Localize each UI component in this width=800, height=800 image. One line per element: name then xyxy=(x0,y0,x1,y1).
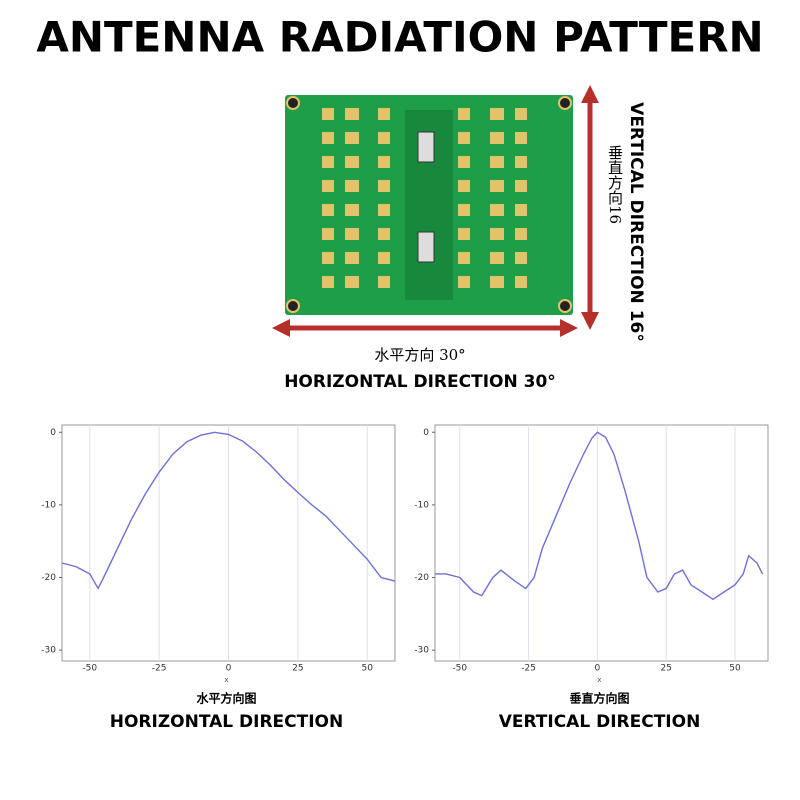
pcb-pad xyxy=(490,276,504,288)
pcb-pad xyxy=(322,252,334,264)
pcb-chip xyxy=(417,131,435,163)
y-tick-label: -10 xyxy=(414,500,429,510)
x-tick-label: -25 xyxy=(152,664,167,674)
pcb-pad xyxy=(515,228,527,240)
pcb-photo xyxy=(285,95,573,315)
pcb-pad xyxy=(322,180,334,192)
pcb-pad xyxy=(322,204,334,216)
pcb-pad xyxy=(345,156,359,168)
x-axis-var: x xyxy=(597,676,601,684)
pcb-pad xyxy=(458,108,470,120)
arrow-head xyxy=(272,319,290,337)
pcb-pad xyxy=(458,180,470,192)
chart-caption: HORIZONTAL DIRECTION xyxy=(110,712,344,732)
photo-label: 垂直方向16 xyxy=(606,145,624,224)
pcb-pad xyxy=(345,204,359,216)
y-tick-label: -30 xyxy=(41,646,56,656)
pcb-pad xyxy=(515,276,527,288)
pcb-pad xyxy=(515,252,527,264)
pcb-pad xyxy=(345,276,359,288)
x-axis-title: 垂直方向图 xyxy=(569,691,629,706)
pcb-pad xyxy=(458,156,470,168)
pcb-pad xyxy=(490,204,504,216)
pcb-hole xyxy=(286,299,300,313)
y-tick-label: 0 xyxy=(50,428,56,438)
pcb-pad xyxy=(490,252,504,264)
pcb-pad xyxy=(458,276,470,288)
y-tick-label: -20 xyxy=(414,573,429,583)
pcb-pad xyxy=(322,228,334,240)
x-tick-label: 0 xyxy=(595,664,601,674)
title: ANTENNA RADIATION PATTERN xyxy=(36,13,763,62)
photo-label: 水平方向 30° xyxy=(374,346,465,364)
pcb-pad xyxy=(515,132,527,144)
pcb-pad xyxy=(490,132,504,144)
x-tick-label: 25 xyxy=(660,664,671,674)
pcb-pad xyxy=(322,132,334,144)
pcb-pad xyxy=(458,252,470,264)
line xyxy=(435,431,764,601)
pcb-pad xyxy=(515,156,527,168)
x-tick-label: -50 xyxy=(82,664,97,674)
y-tick-label: 0 xyxy=(423,428,429,438)
pcb-pad xyxy=(515,180,527,192)
pcb-pad xyxy=(378,204,390,216)
pcb-pad xyxy=(345,180,359,192)
pcb-pad xyxy=(490,108,504,120)
arrow-head xyxy=(581,312,599,330)
pcb-pad xyxy=(378,228,390,240)
x-tick-label: 25 xyxy=(292,664,303,674)
x-tick-label: 0 xyxy=(226,664,232,674)
pcb-pad xyxy=(345,252,359,264)
pcb-pad xyxy=(345,108,359,120)
x-tick-label: -50 xyxy=(452,664,467,674)
pcb-pad xyxy=(378,180,390,192)
y-tick-label: -30 xyxy=(414,646,429,656)
x-tick-label: 50 xyxy=(362,664,374,674)
photo-label: VERTICAL DIRECTION 16° xyxy=(626,102,646,342)
pcb-pad xyxy=(458,228,470,240)
x-tick-label: -25 xyxy=(521,664,536,674)
pcb-pad xyxy=(515,108,527,120)
pcb-pad xyxy=(345,132,359,144)
pcb-pad xyxy=(458,204,470,216)
pcb-pad xyxy=(490,228,504,240)
x-axis-var: x xyxy=(224,676,228,684)
pcb-pad xyxy=(322,276,334,288)
x-tick-label: 50 xyxy=(729,664,741,674)
pcb-pad xyxy=(378,108,390,120)
pcb-pad xyxy=(322,108,334,120)
pcb-pad xyxy=(322,156,334,168)
pcb-pad xyxy=(490,156,504,168)
pcb-pad xyxy=(378,252,390,264)
plot-area xyxy=(434,424,769,662)
pcb-pad xyxy=(490,180,504,192)
pcb-hole xyxy=(286,96,300,110)
line xyxy=(61,431,396,590)
photo-label: HORIZONTAL DIRECTION 30° xyxy=(284,372,556,392)
y-tick-label: -20 xyxy=(41,573,56,583)
pcb-pad xyxy=(378,132,390,144)
pcb-pad xyxy=(378,156,390,168)
pcb-hole xyxy=(558,299,572,313)
pcb-pad xyxy=(515,204,527,216)
chart-caption: VERTICAL DIRECTION xyxy=(499,712,701,732)
y-tick-label: -10 xyxy=(41,500,56,510)
pcb-chip xyxy=(417,231,435,263)
pcb-hole xyxy=(558,96,572,110)
arrow-head xyxy=(560,319,578,337)
x-axis-title: 水平方向图 xyxy=(196,691,256,706)
pcb-pad xyxy=(458,132,470,144)
arrow-head xyxy=(581,85,599,103)
pcb-pad xyxy=(345,228,359,240)
arrows xyxy=(272,85,599,337)
pcb-pad xyxy=(378,276,390,288)
